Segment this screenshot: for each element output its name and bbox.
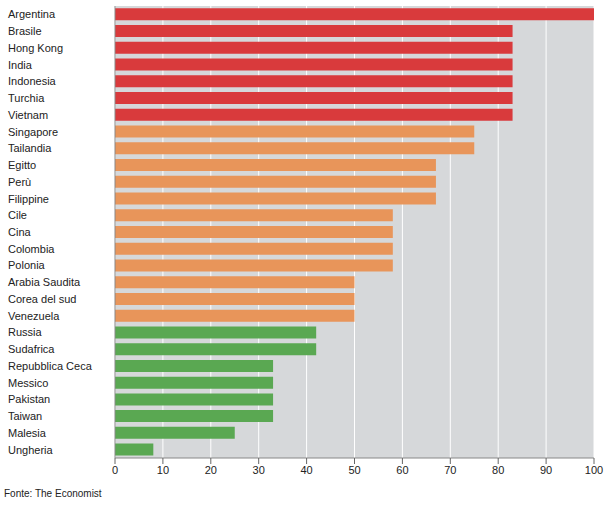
svg-text:Singapore: Singapore <box>8 126 58 138</box>
html-text:Fonte: The Economist: Fonte: The Economist <box>4 488 102 499</box>
svg-text:Cina: Cina <box>8 226 32 238</box>
svg-text:Brasile: Brasile <box>8 25 42 37</box>
svg-text:Perù: Perù <box>8 176 31 188</box>
svg-text:Arabia Saudita: Arabia Saudita <box>8 276 81 288</box>
svg-text:Corea del sud: Corea del sud <box>8 293 77 305</box>
svg-text:Pakistan: Pakistan <box>8 393 50 405</box>
svg-text:30: 30 <box>253 464 265 476</box>
svg-text:60: 60 <box>396 464 408 476</box>
svg-text:70: 70 <box>444 464 456 476</box>
svg-text:Venezuela: Venezuela <box>8 310 60 322</box>
svg-text:Hong Kong: Hong Kong <box>8 42 63 54</box>
svg-text:Russia: Russia <box>8 326 43 338</box>
svg-text:40: 40 <box>300 464 312 476</box>
svg-text:Egitto: Egitto <box>8 159 36 171</box>
svg-text:Malesia: Malesia <box>8 427 47 439</box>
svg-text:Indonesia: Indonesia <box>8 75 57 87</box>
svg-text:80: 80 <box>492 464 504 476</box>
svg-text:50: 50 <box>348 464 360 476</box>
svg-text:10: 10 <box>157 464 169 476</box>
svg-text:Argentina: Argentina <box>8 8 56 20</box>
svg-text:Ungheria: Ungheria <box>8 444 54 456</box>
svg-text:Taiwan: Taiwan <box>8 410 42 422</box>
svg-text:90: 90 <box>540 464 552 476</box>
svg-text:Messico: Messico <box>8 377 48 389</box>
svg-text:Cile: Cile <box>8 209 27 221</box>
svg-text:20: 20 <box>205 464 217 476</box>
svg-text:100: 100 <box>585 464 603 476</box>
svg-text:Turchia: Turchia <box>8 92 45 104</box>
svg-text:Sudafrica: Sudafrica <box>8 343 55 355</box>
svg-text:Vietnam: Vietnam <box>8 109 48 121</box>
svg-text:Colombia: Colombia <box>8 243 55 255</box>
svg-text:Filippine: Filippine <box>8 193 49 205</box>
svg-text:Repubblica Ceca: Repubblica Ceca <box>8 360 93 372</box>
svg-text:India: India <box>8 59 33 71</box>
svg-text:Polonia: Polonia <box>8 259 46 271</box>
svg-text:Tailandia: Tailandia <box>8 142 52 154</box>
svg-text:0: 0 <box>112 464 118 476</box>
